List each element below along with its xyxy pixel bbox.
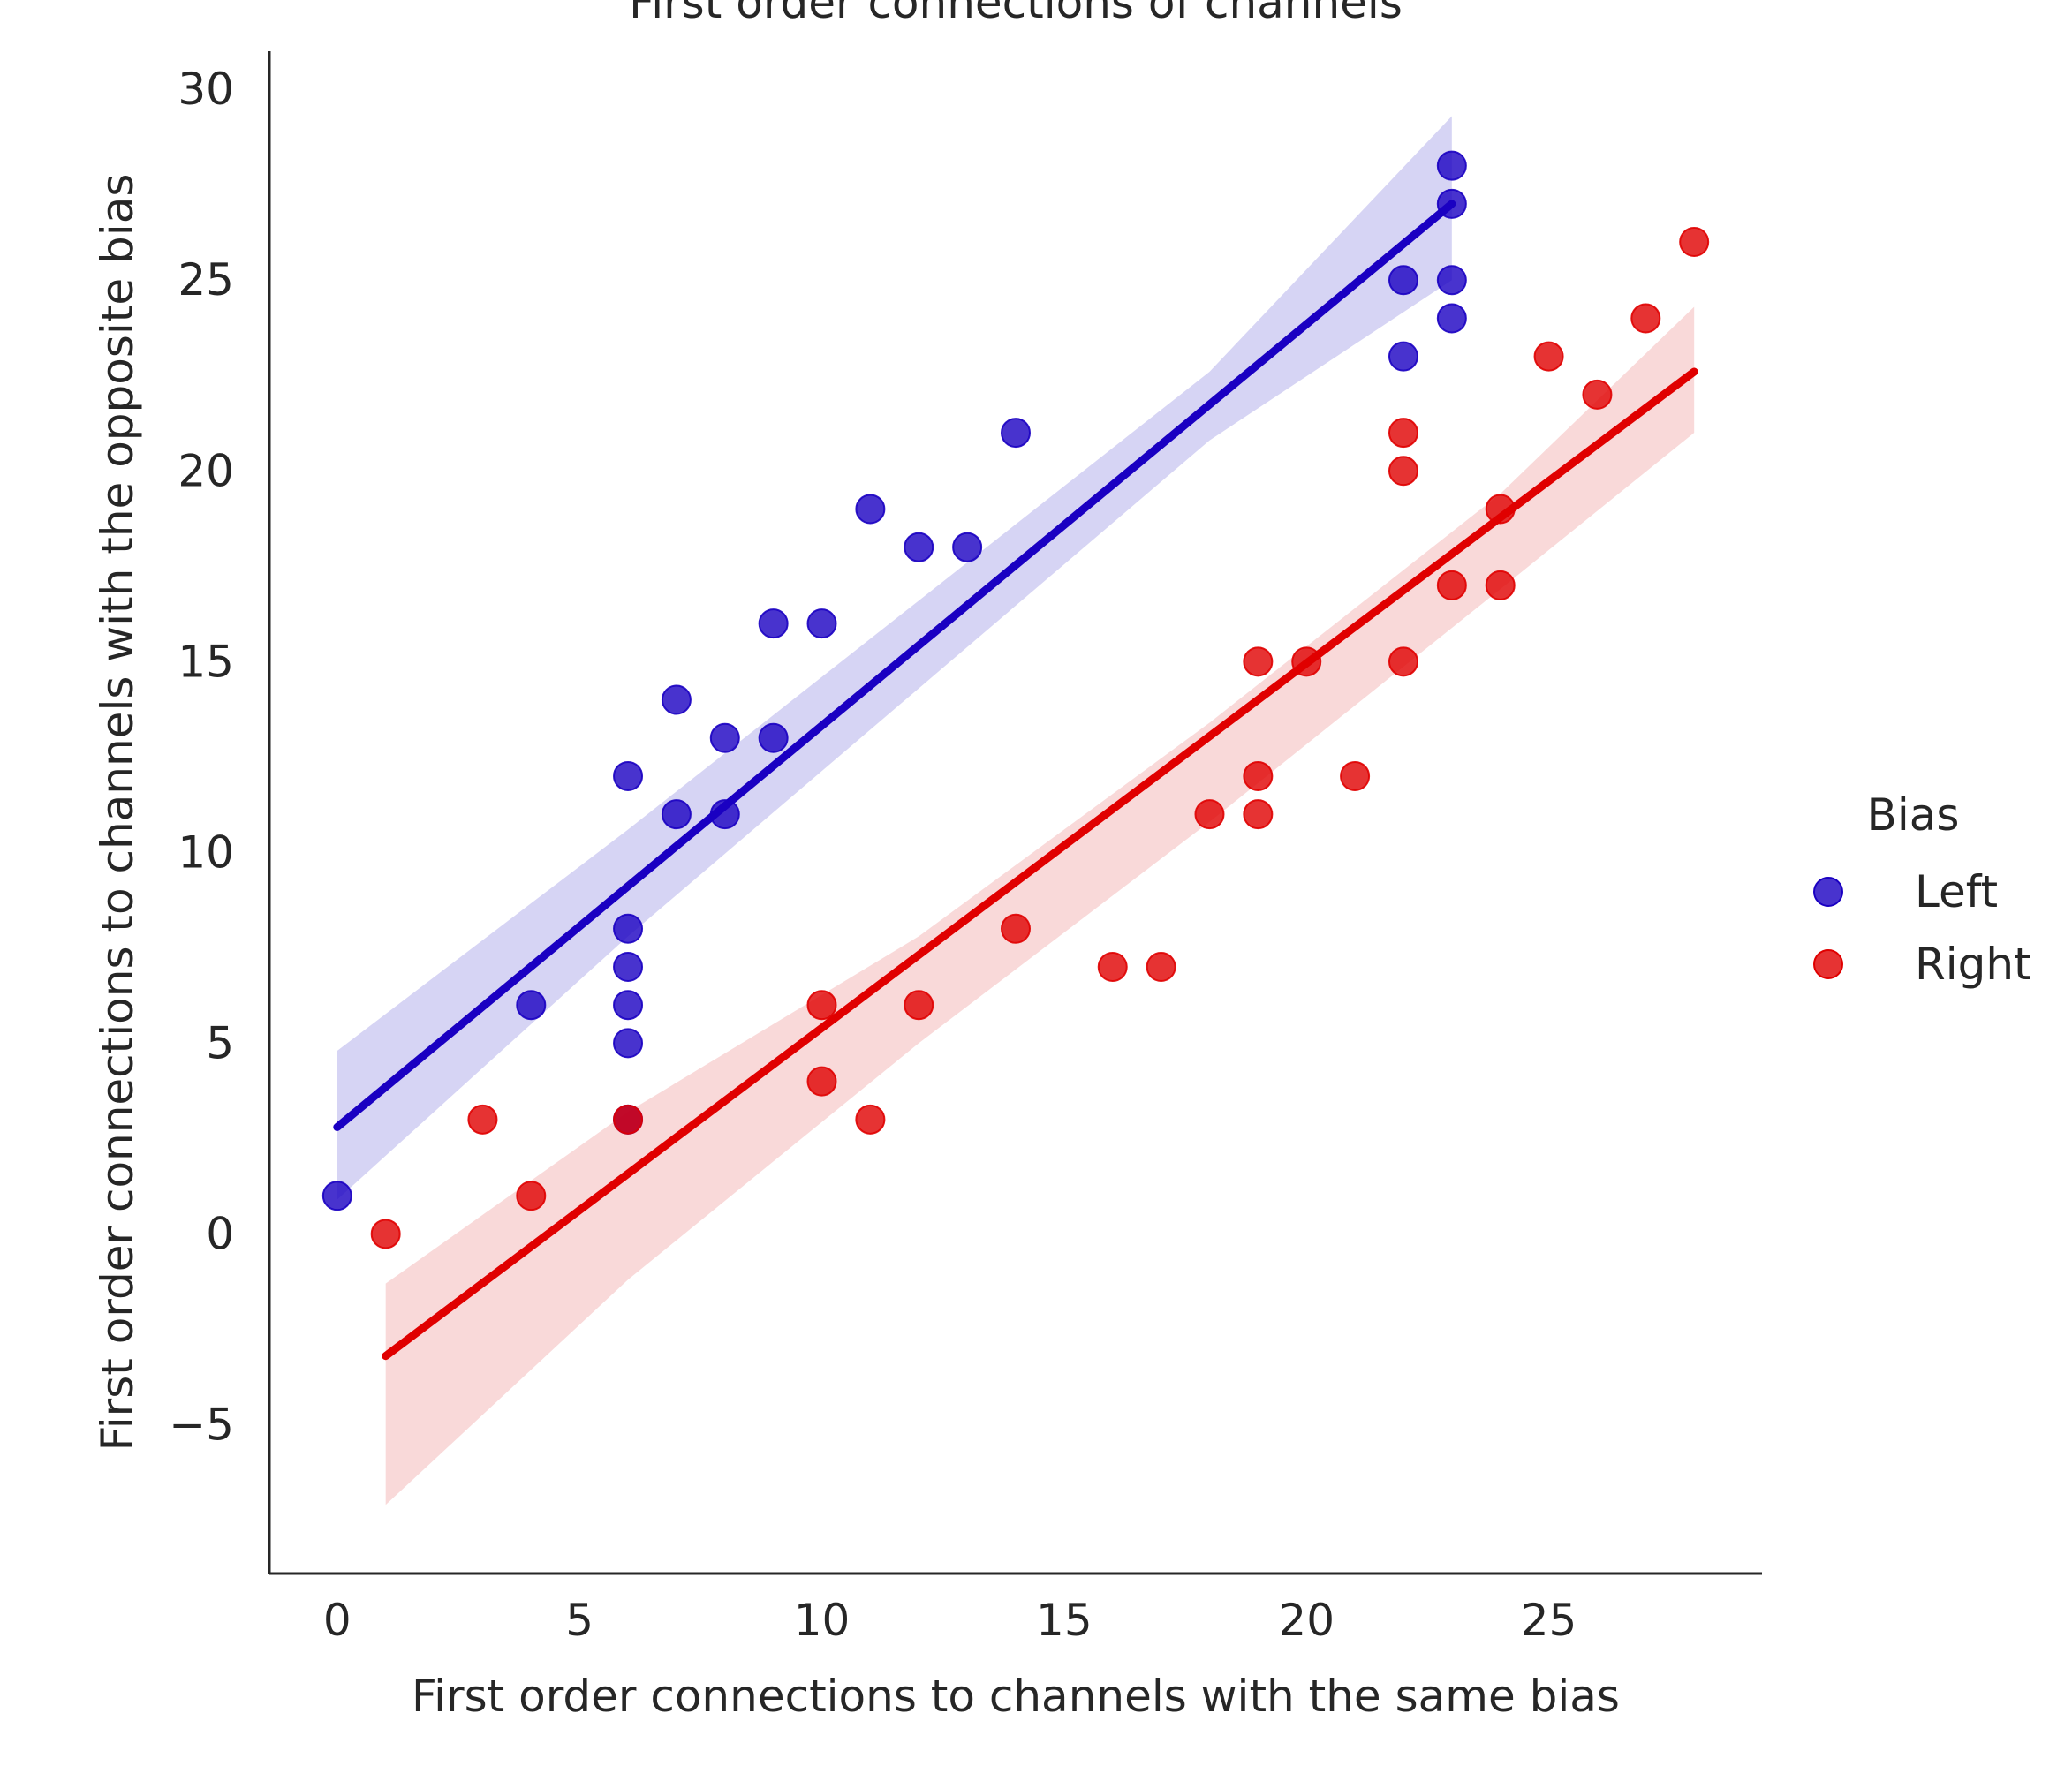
data-point-left: [709, 799, 740, 830]
y-axis-ticks: −5 0 5 10 15 20 25 30: [169, 64, 234, 1450]
y-tick-label: 30: [178, 64, 234, 115]
x-axis-label: First order connections to channels with…: [412, 1671, 1620, 1722]
data-point-right: [1097, 951, 1128, 982]
data-point-left: [1436, 188, 1467, 219]
data-point-right: [806, 1066, 837, 1097]
y-tick-label: 0: [206, 1208, 234, 1259]
data-point-right: [1388, 456, 1418, 487]
data-point-left: [516, 990, 547, 1021]
data-point-left: [661, 799, 692, 830]
y-tick-label: 25: [178, 254, 234, 306]
data-point-left: [1388, 341, 1418, 372]
x-tick-label: 25: [1521, 1595, 1577, 1646]
data-point-right: [1243, 646, 1274, 677]
data-point-left: [1436, 265, 1467, 296]
data-point-left: [709, 722, 740, 753]
y-axis-label: First order connections to channels with…: [92, 174, 143, 1452]
legend-items: Left Right: [1813, 866, 2031, 990]
data-point-right: [516, 1181, 547, 1211]
x-tick-label: 0: [323, 1595, 352, 1646]
chart-title: First order connections of channels: [629, 0, 1403, 28]
data-point-right: [855, 1104, 886, 1135]
legend-label-right: Right: [1915, 939, 2031, 990]
y-tick-label: 5: [206, 1017, 234, 1068]
x-tick-label: 15: [1036, 1595, 1093, 1646]
data-point-right: [1291, 646, 1322, 677]
data-point-left: [613, 951, 644, 982]
data-point-right: [1340, 760, 1371, 791]
data-point-right: [613, 1104, 644, 1135]
data-point-right: [806, 990, 837, 1021]
data-point-right: [1485, 570, 1516, 600]
confidence-band-right: [385, 306, 1695, 1506]
data-point-right: [1630, 303, 1661, 334]
y-tick-label: 15: [178, 636, 234, 687]
data-point-right: [1388, 646, 1418, 677]
data-point-left: [1436, 150, 1467, 181]
data-point-left: [952, 532, 983, 562]
x-tick-label: 20: [1278, 1595, 1335, 1646]
data-point-right: [1533, 341, 1564, 372]
data-point-right: [1485, 494, 1516, 525]
confidence-bands: [337, 116, 1695, 1506]
data-point-right: [1243, 760, 1274, 791]
legend: Bias Left Right: [1813, 789, 2031, 990]
regression-line-right: [382, 367, 1698, 1361]
legend-marker-left: [1813, 877, 1843, 907]
data-point-right: [467, 1104, 498, 1135]
data-point-left: [613, 913, 644, 944]
data-point-right: [1194, 799, 1225, 830]
data-point-left: [806, 608, 837, 639]
data-point-left: [1436, 303, 1467, 334]
data-points: [321, 150, 1710, 1249]
data-point-left: [904, 532, 934, 562]
data-point-right: [1582, 379, 1613, 410]
data-point-right: [370, 1219, 401, 1249]
regression-lines: [333, 200, 1698, 1361]
data-point-right: [1001, 913, 1031, 944]
y-tick-label: −5: [169, 1399, 234, 1450]
data-point-right: [1436, 570, 1467, 600]
legend-marker-right: [1813, 949, 1843, 979]
data-point-right: [1679, 227, 1710, 258]
data-point-left: [1388, 265, 1418, 296]
data-point-left: [758, 722, 789, 753]
y-tick-label: 10: [178, 826, 234, 878]
data-point-left: [613, 1028, 644, 1059]
data-point-left: [613, 760, 644, 791]
data-point-left: [321, 1181, 352, 1211]
data-point-right: [1388, 418, 1418, 449]
data-point-left: [661, 684, 692, 715]
data-point-right: [904, 990, 934, 1021]
x-axis-ticks: 0 5 10 15 20 25: [323, 1595, 1577, 1646]
legend-title: Bias: [1867, 789, 1960, 841]
data-point-left: [1001, 418, 1031, 449]
data-point-right: [1146, 951, 1176, 982]
data-point-left: [855, 494, 886, 525]
data-point-right: [1243, 799, 1274, 830]
regression-line-left: [333, 200, 1456, 1131]
y-tick-label: 20: [178, 445, 234, 496]
x-tick-label: 10: [794, 1595, 851, 1646]
data-point-left: [758, 608, 789, 639]
legend-label-left: Left: [1915, 866, 1998, 917]
data-point-left: [613, 990, 644, 1021]
x-tick-label: 5: [565, 1595, 594, 1646]
